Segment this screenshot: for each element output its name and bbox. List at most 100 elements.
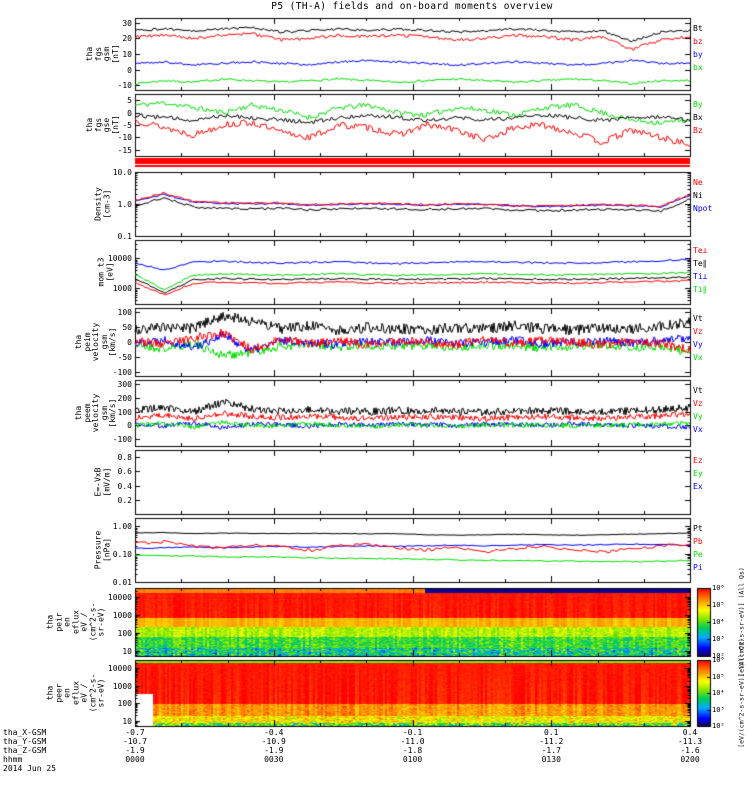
ephemeris-value: 0000: [125, 755, 145, 764]
legend-mom-t3: Ti⊥: [693, 272, 708, 281]
legend-fgs-gse: Bz: [693, 126, 703, 135]
legend-pressure: Pi: [693, 563, 703, 572]
panel-ylabel-pressure: Pressure [nPa]: [93, 530, 112, 570]
ytick-label: 0: [127, 338, 132, 347]
ytick-label: 0.01: [112, 578, 132, 587]
ytick-label: -10: [117, 133, 132, 143]
colorbar-tick-label: 10⁶: [712, 584, 725, 592]
ephemeris-value: -11.2: [539, 737, 564, 746]
ytick-label: 1000: [112, 681, 132, 691]
ephemeris-value: 0030: [264, 755, 284, 764]
colorbar-tick-label: 10³: [712, 705, 725, 714]
legend-peim-velocity: Vz: [693, 327, 703, 336]
ytick-label: 100: [117, 628, 132, 638]
colorbar-title: [eV/(cm^2-s-sr-eV)] (All Qs): [737, 638, 746, 748]
ytick-label: 0.2: [117, 495, 132, 505]
legend-peim-velocity: Vt: [693, 314, 703, 323]
ytick-label: 10.0: [112, 168, 132, 177]
ytick-label: 100: [117, 699, 132, 709]
colorbar-tick-label: 10⁵: [712, 672, 725, 681]
legend-fgs-gsm: by: [693, 50, 703, 59]
legend-fgs-gse: Bx: [693, 113, 703, 122]
legend-efield: Ey: [693, 469, 703, 478]
ephemeris-value: -0.7: [125, 728, 145, 737]
panel-ylabel-fgs-gse: tha fgs gse [nT]: [85, 115, 120, 135]
ytick-label: 0.1: [117, 232, 132, 241]
ephemeris-value: 0100: [402, 755, 423, 764]
ytick-label: -100: [112, 367, 132, 377]
ytick-label: 0: [127, 108, 132, 118]
ytick-label: 0.4: [117, 481, 132, 491]
panel-ylabel-peem-velocity: tha peem velocity gsm [km/s]: [73, 393, 117, 433]
legend-efield: Ez: [693, 456, 703, 465]
ephemeris-row-label: 2014 Jun 25: [3, 764, 56, 773]
ytick-label: 300: [117, 380, 132, 390]
legend-fgs-gsm: bx: [693, 63, 703, 72]
legend-mom-t3: Ti∥: [693, 285, 707, 294]
ytick-label: 10000: [107, 664, 132, 674]
legend-peem-velocity: Vx: [693, 425, 703, 434]
ytick-label: 0: [127, 421, 132, 431]
ytick-label: 20: [122, 34, 132, 44]
ytick-label: -15: [117, 145, 132, 155]
ytick-label: 10000: [107, 254, 132, 264]
colorbar-tick-label: 10⁴: [712, 618, 725, 626]
ytick-label: -50: [117, 352, 132, 362]
ephemeris-value: -0.1: [402, 728, 423, 737]
legend-peim-velocity: Vx: [693, 353, 703, 362]
ephemeris-value: 0130: [541, 755, 561, 764]
ytick-label: 200: [117, 393, 132, 403]
figure-title: P5 (TH-A) fields and on-board moments ov…: [271, 1, 553, 12]
colorbar-tick-label: 10⁶: [712, 656, 725, 664]
ytick-label: 0.10: [112, 550, 132, 560]
ephemeris-value: -0.4: [264, 728, 284, 737]
ephemeris-value: -11.3: [677, 737, 703, 746]
legend-fgs-gse: By: [693, 100, 703, 109]
ephemeris-value: -1.9: [264, 746, 284, 755]
colorbar-tick-label: 10³: [712, 635, 725, 643]
legend-peem-velocity: Vz: [693, 399, 703, 408]
legend-peem-velocity: Vt: [693, 386, 703, 395]
legend-mom-t3: Te∥: [693, 259, 707, 268]
ytick-label: 50: [122, 323, 132, 333]
legend-pressure: Pb: [693, 537, 703, 546]
panel-ylabel-mom-t3: mom t3 [eV]: [96, 257, 115, 287]
ytick-label: 0: [127, 65, 132, 75]
ephemeris-value: -11.0: [400, 737, 425, 746]
ephemeris-row-label: tha_X-GSM: [3, 728, 47, 737]
ytick-label: 5: [127, 96, 132, 106]
ytick-label: 0.6: [117, 467, 132, 477]
ephemeris-value: 0200: [680, 755, 700, 764]
panel-ylabel-peim-velocity: tha peim velocity gsm [km/s]: [73, 322, 117, 362]
legend-peim-velocity: Vy: [693, 340, 703, 349]
legend-density: Npot: [693, 204, 713, 213]
colorbar-tick-label: 10²: [712, 652, 725, 660]
ytick-label: 1.00: [112, 522, 132, 532]
panel-ylabel-peir-eflux: tha peir en eflux eV / (cm^2-s-sr-eV): [45, 602, 106, 642]
legend-density: Ne: [693, 178, 703, 187]
ephemeris-value: -10.9: [261, 737, 286, 746]
ytick-label: 1000: [112, 610, 132, 620]
legend-fgs-gsm: Bt: [693, 24, 703, 33]
ephemeris-value: -10.7: [122, 737, 148, 746]
legend-fgs-gsm: bz: [693, 37, 703, 46]
legend-density: Ni: [693, 191, 703, 200]
legend-peem-velocity: Vy: [693, 412, 703, 421]
ephemeris-value: -1.8: [402, 746, 423, 755]
colorbar-tick-label: 10⁴: [712, 689, 725, 697]
legend-pressure: Pt: [693, 524, 703, 533]
ytick-label: 10: [122, 50, 132, 59]
ytick-label: 100: [117, 308, 132, 318]
legend-mom-t3: Te⊥: [693, 246, 708, 255]
ephemeris-value: -1.6: [680, 746, 700, 755]
ephemeris-row-label: tha_Z-GSM: [3, 746, 47, 755]
colorbar-tick-label: 10⁵: [712, 601, 725, 609]
colorbar-tick-label: 10²: [712, 722, 725, 730]
ytick-label: 100: [117, 407, 132, 417]
legend-pressure: Pe: [693, 550, 703, 559]
panel-ylabel-fgs-gsm: tha fgs gsm [nT]: [85, 44, 120, 64]
ytick-label: 10000: [107, 592, 132, 602]
ephemeris-value: 0.1: [544, 728, 559, 737]
